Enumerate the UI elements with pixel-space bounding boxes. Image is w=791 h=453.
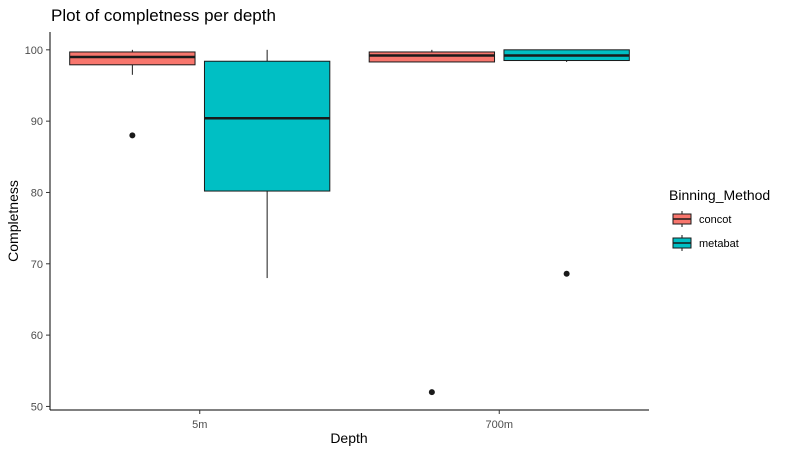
y-tick-label: 100 <box>25 45 43 57</box>
legend-key-concot <box>672 211 692 227</box>
y-tick-label: 50 <box>31 401 43 413</box>
chart-title: Plot of completness per depth <box>51 6 276 25</box>
legend: Binning_Method concot metabat <box>669 187 770 251</box>
x-tick-label: 5m <box>192 419 207 431</box>
y-tick-label: 60 <box>31 330 43 342</box>
y-axis-title: Completness <box>5 180 21 262</box>
y-tick-label: 90 <box>31 116 43 128</box>
box-iqr <box>368 51 496 63</box>
legend-key-metabat <box>672 235 692 251</box>
box-concot-700m <box>368 49 496 396</box>
box-metabat-700m <box>503 49 630 277</box>
box-iqr <box>203 60 331 192</box>
legend-label: concot <box>699 214 731 226</box>
box-concot-5m <box>69 49 196 139</box>
x-axis-title: Depth <box>330 430 367 446</box>
plot-area <box>69 49 630 396</box>
legend-title: Binning_Method <box>669 187 770 203</box>
legend-label: metabat <box>699 238 739 250</box>
x-tick-label: 700m <box>485 419 513 431</box>
box-metabat-5m <box>203 49 331 279</box>
box-iqr <box>69 51 196 66</box>
y-tick-label: 70 <box>31 259 43 271</box>
outlier-point <box>428 389 435 396</box>
x-axis-ticks: 5m 700m <box>192 410 513 431</box>
outlier-point <box>563 270 570 277</box>
y-tick-label: 80 <box>31 187 43 199</box>
y-axis-ticks: 50 60 70 80 90 100 <box>25 45 50 413</box>
outlier-point <box>129 132 136 139</box>
